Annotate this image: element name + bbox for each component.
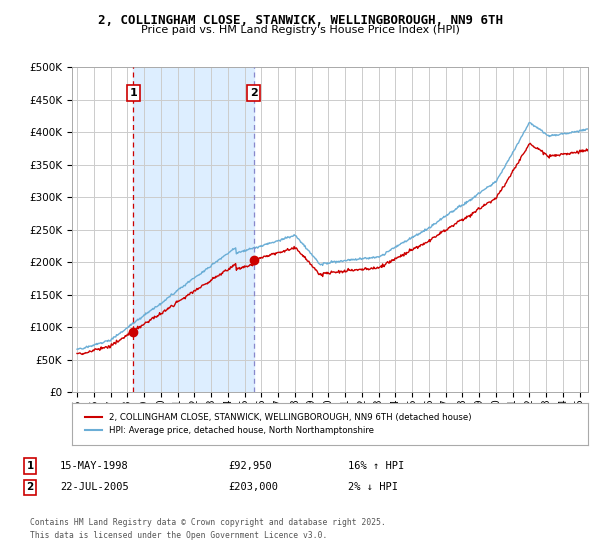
Text: 2, COLLINGHAM CLOSE, STANWICK, WELLINGBOROUGH, NN9 6TH: 2, COLLINGHAM CLOSE, STANWICK, WELLINGBO… bbox=[97, 14, 503, 27]
Text: £203,000: £203,000 bbox=[228, 482, 278, 492]
Text: 1: 1 bbox=[26, 461, 34, 471]
Text: 16% ↑ HPI: 16% ↑ HPI bbox=[348, 461, 404, 471]
Text: Price paid vs. HM Land Registry's House Price Index (HPI): Price paid vs. HM Land Registry's House … bbox=[140, 25, 460, 35]
Text: 15-MAY-1998: 15-MAY-1998 bbox=[60, 461, 129, 471]
Text: 2% ↓ HPI: 2% ↓ HPI bbox=[348, 482, 398, 492]
Legend: 2, COLLINGHAM CLOSE, STANWICK, WELLINGBOROUGH, NN9 6TH (detached house), HPI: Av: 2, COLLINGHAM CLOSE, STANWICK, WELLINGBO… bbox=[82, 409, 475, 439]
Text: 22-JUL-2005: 22-JUL-2005 bbox=[60, 482, 129, 492]
Text: 2: 2 bbox=[250, 88, 257, 98]
Text: Contains HM Land Registry data © Crown copyright and database right 2025.
This d: Contains HM Land Registry data © Crown c… bbox=[30, 519, 386, 540]
Text: 2: 2 bbox=[26, 482, 34, 492]
Text: £92,950: £92,950 bbox=[228, 461, 272, 471]
Text: 1: 1 bbox=[130, 88, 137, 98]
Bar bbox=[133, 67, 254, 392]
